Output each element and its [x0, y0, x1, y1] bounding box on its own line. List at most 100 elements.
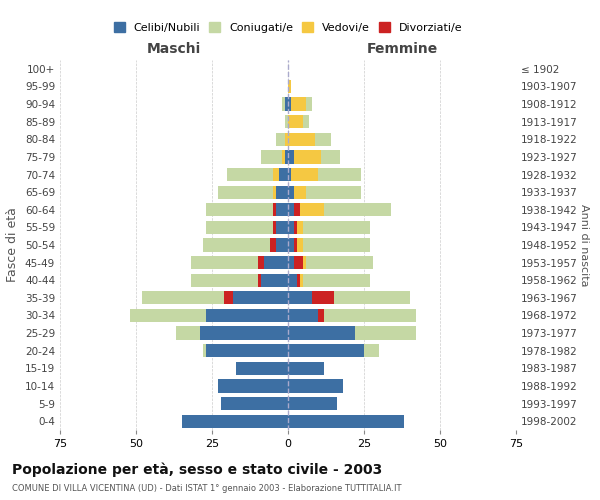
Bar — [285, 150, 288, 164]
Bar — [288, 326, 355, 340]
Bar — [200, 326, 288, 340]
Bar — [273, 221, 288, 234]
Bar — [288, 344, 364, 358]
Bar — [276, 186, 288, 198]
Bar — [288, 221, 370, 234]
Bar — [257, 274, 288, 287]
Bar — [288, 397, 337, 410]
Bar — [288, 326, 355, 340]
Bar — [142, 291, 288, 304]
Bar — [218, 380, 288, 392]
Bar — [288, 238, 303, 252]
Bar — [288, 168, 291, 181]
Bar — [288, 326, 416, 340]
Bar — [288, 380, 343, 392]
Bar — [279, 168, 288, 181]
Bar — [288, 274, 300, 287]
Bar — [218, 380, 288, 392]
Bar — [288, 98, 291, 110]
Bar — [285, 115, 288, 128]
Bar — [288, 380, 343, 392]
Text: Popolazione per età, sesso e stato civile - 2003: Popolazione per età, sesso e stato civil… — [12, 462, 382, 477]
Bar — [200, 326, 288, 340]
Bar — [288, 256, 373, 269]
Bar — [270, 238, 288, 252]
Bar — [203, 238, 288, 252]
Bar — [218, 186, 288, 198]
Bar — [288, 221, 294, 234]
Bar — [282, 150, 288, 164]
Bar — [257, 256, 288, 269]
Bar — [276, 203, 288, 216]
Bar — [288, 309, 319, 322]
Bar — [288, 186, 294, 198]
Bar — [288, 309, 325, 322]
Bar — [263, 256, 288, 269]
Bar — [285, 98, 288, 110]
Bar — [206, 344, 288, 358]
Bar — [182, 414, 288, 428]
Bar — [273, 203, 288, 216]
Bar — [288, 397, 337, 410]
Bar — [288, 221, 303, 234]
Bar — [288, 326, 355, 340]
Bar — [288, 291, 334, 304]
Bar — [221, 397, 288, 410]
Bar — [130, 309, 288, 322]
Bar — [206, 344, 288, 358]
Bar — [288, 309, 325, 322]
Bar — [288, 203, 294, 216]
Bar — [288, 98, 313, 110]
Bar — [288, 168, 291, 181]
Bar — [279, 168, 288, 181]
Bar — [288, 203, 391, 216]
Bar — [285, 132, 288, 146]
Bar — [270, 238, 288, 252]
Bar — [206, 221, 288, 234]
Bar — [227, 168, 288, 181]
Bar — [276, 238, 288, 252]
Bar — [221, 397, 288, 410]
Bar — [288, 132, 331, 146]
Bar — [257, 256, 288, 269]
Bar — [206, 344, 288, 358]
Bar — [288, 291, 313, 304]
Bar — [288, 150, 340, 164]
Bar — [288, 168, 319, 181]
Bar — [285, 150, 288, 164]
Bar — [288, 186, 306, 198]
Bar — [288, 168, 361, 181]
Bar — [221, 397, 288, 410]
Text: COMUNE DI VILLA VICENTINA (UD) - Dati ISTAT 1° gennaio 2003 - Elaborazione TUTTI: COMUNE DI VILLA VICENTINA (UD) - Dati IS… — [12, 484, 401, 493]
Y-axis label: Anni di nascita: Anni di nascita — [579, 204, 589, 286]
Bar — [288, 344, 379, 358]
Bar — [176, 326, 288, 340]
Bar — [206, 203, 288, 216]
Text: Femmine: Femmine — [367, 42, 437, 56]
Bar — [288, 397, 337, 410]
Bar — [288, 274, 303, 287]
Bar — [236, 362, 288, 375]
Bar — [288, 186, 361, 198]
Bar — [288, 80, 291, 93]
Bar — [236, 362, 288, 375]
Bar — [288, 115, 303, 128]
Bar — [224, 291, 288, 304]
Bar — [260, 150, 288, 164]
Bar — [288, 362, 325, 375]
Bar — [288, 238, 297, 252]
Bar — [191, 274, 288, 287]
Bar — [288, 362, 325, 375]
Bar — [221, 397, 288, 410]
Bar — [288, 186, 294, 198]
Bar — [288, 414, 404, 428]
Bar — [218, 380, 288, 392]
Bar — [288, 150, 294, 164]
Bar — [288, 274, 370, 287]
Bar — [288, 362, 325, 375]
Bar — [182, 414, 288, 428]
Bar — [288, 150, 294, 164]
Bar — [182, 414, 288, 428]
Bar — [288, 221, 297, 234]
Bar — [203, 344, 288, 358]
